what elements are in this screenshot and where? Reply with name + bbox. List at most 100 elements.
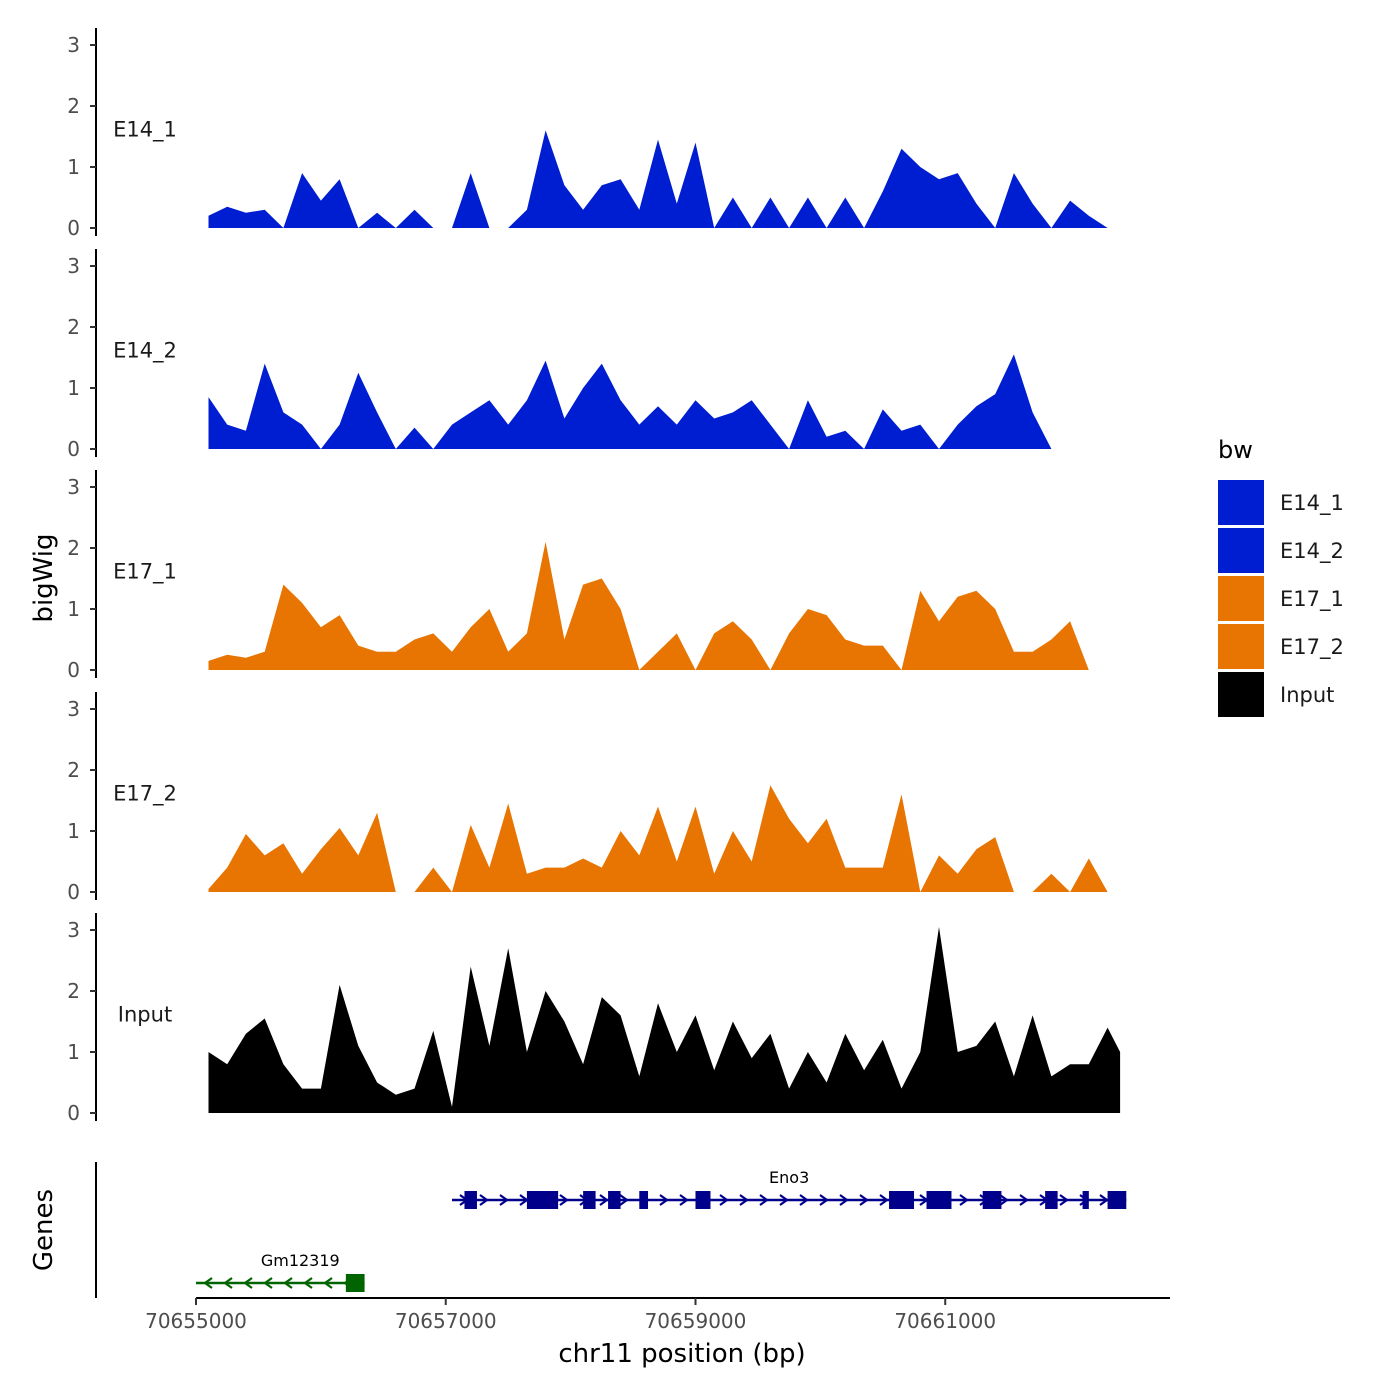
track-label: E17_1 <box>113 560 177 585</box>
legend-item-input: Input <box>1218 672 1334 717</box>
legend-label: Input <box>1280 683 1334 707</box>
legend-label: E14_1 <box>1280 491 1344 516</box>
signal-area-input <box>208 927 1121 1113</box>
y-tick-label: 1 <box>67 376 80 400</box>
signal-area-e14-2 <box>208 354 1121 449</box>
y-tick-label: 2 <box>67 315 80 339</box>
legend-swatch <box>1218 576 1264 621</box>
exon <box>1082 1191 1089 1209</box>
y-tick-label: 0 <box>67 216 80 240</box>
y-tick-label: 1 <box>67 155 80 179</box>
track-label: E14_2 <box>113 339 177 364</box>
strand-arrow <box>959 1194 969 1206</box>
strand-arrow <box>599 1194 609 1206</box>
exon <box>464 1191 477 1209</box>
legend-item-e17-2: E17_2 <box>1218 624 1344 669</box>
exon <box>926 1191 952 1209</box>
track-e14-2: 0 1 2 3 E14_2 <box>67 249 1121 461</box>
y-tick-label: 2 <box>67 94 80 118</box>
legend-item-e17-1: E17_1 <box>1218 576 1344 621</box>
y-tick-label: 3 <box>67 475 80 499</box>
strand-arrow <box>859 1194 869 1206</box>
strand-arrow <box>1059 1194 1069 1206</box>
track-e14-1: 0 1 2 3 E14_1 <box>67 28 1121 240</box>
strand-arrow <box>499 1194 509 1206</box>
strand-arrow <box>719 1194 729 1206</box>
x-tick-label: 70657000 <box>395 1309 497 1333</box>
exon <box>1045 1191 1058 1209</box>
strand-arrow <box>303 1277 313 1289</box>
y-tick-label: 1 <box>67 597 80 621</box>
strand-arrow <box>879 1194 889 1206</box>
y-tick-label: 2 <box>67 979 80 1003</box>
gene-models: Gm12319 Eno3 <box>196 1168 1127 1292</box>
exon <box>608 1191 621 1209</box>
legend-item-e14-2: E14_2 <box>1218 528 1344 573</box>
signal-area-e17-2 <box>208 785 1121 892</box>
y-tick-label: 3 <box>67 697 80 721</box>
strand-arrow <box>739 1194 749 1206</box>
gene-label: Eno3 <box>769 1168 809 1187</box>
x-tick-label: 70655000 <box>145 1309 247 1333</box>
exon <box>345 1274 365 1292</box>
exon <box>1107 1191 1127 1209</box>
strand-arrow <box>223 1277 233 1289</box>
y-tick-label: 3 <box>67 918 80 942</box>
strand-arrow <box>679 1194 689 1206</box>
track-input: 0 1 2 3 Input <box>67 913 1121 1125</box>
legend-title: bw <box>1218 436 1253 464</box>
legend-label: E17_1 <box>1280 587 1344 612</box>
y-tick-label: 3 <box>67 254 80 278</box>
strand-arrow <box>759 1194 769 1206</box>
gene-label: Gm12319 <box>261 1251 340 1270</box>
y-tick-label: 0 <box>67 437 80 461</box>
exon <box>639 1191 649 1209</box>
exon <box>982 1191 1002 1209</box>
strand-arrow <box>779 1194 789 1206</box>
track-label: E17_2 <box>113 782 177 807</box>
track-label: Input <box>118 1003 172 1027</box>
signal-area-e17-1 <box>208 541 1121 670</box>
y-tick-label: 2 <box>67 536 80 560</box>
y-tick-label: 0 <box>67 880 80 904</box>
exon <box>889 1191 915 1209</box>
y-tick-label: 3 <box>67 33 80 57</box>
strand-arrow <box>819 1194 829 1206</box>
x-axis-title: chr11 position (bp) <box>558 1339 805 1369</box>
strand-arrow <box>203 1277 213 1289</box>
signal-tracks: 0 1 2 3 E14_1 0 1 2 3 E14_2 0 1 2 3 E17_1 0 1 2 3 E17_2 0 1 2 3… <box>67 28 1121 1125</box>
strand-arrow <box>243 1277 253 1289</box>
strand-arrow <box>323 1277 333 1289</box>
exon <box>695 1191 711 1209</box>
legend-swatch <box>1218 528 1264 573</box>
genes-panel: Genes Gm12319 Eno3 <box>29 1162 1127 1298</box>
legend-item-e14-1: E14_1 <box>1218 480 1344 525</box>
strand-arrow <box>1019 1194 1029 1206</box>
y-tick-label: 1 <box>67 1040 80 1064</box>
y-tick-label: 0 <box>67 658 80 682</box>
exon <box>526 1191 559 1209</box>
strand-arrow <box>839 1194 849 1206</box>
legend-label: E17_2 <box>1280 635 1344 660</box>
strand-arrow <box>283 1277 293 1289</box>
track-label: E14_1 <box>113 118 177 143</box>
strand-arrow <box>263 1277 273 1289</box>
legend-items: E14_1 E14_2 E17_1 E17_2 Input <box>1218 480 1344 717</box>
legend-swatch <box>1218 624 1264 669</box>
y-tick-label: 0 <box>67 1101 80 1125</box>
strand-arrow <box>619 1194 629 1206</box>
y-tick-label: 2 <box>67 758 80 782</box>
y-tick-label: 1 <box>67 819 80 843</box>
strand-arrow <box>479 1194 489 1206</box>
x-tick-label: 70659000 <box>645 1309 747 1333</box>
x-ticks: 70655000 70657000 70659000 70661000 <box>145 1298 996 1333</box>
strand-arrow <box>559 1194 569 1206</box>
genes-axis-title: Genes <box>29 1189 59 1271</box>
exon <box>583 1191 596 1209</box>
strand-arrow <box>659 1194 669 1206</box>
strand-arrow <box>999 1194 1009 1206</box>
legend: bw E14_1 E14_2 E17_1 E17_2 Input <box>1218 436 1344 717</box>
track-e17-2: 0 1 2 3 E17_2 <box>67 692 1121 904</box>
y-axis-title: bigWig <box>29 533 59 622</box>
strand-arrow <box>1099 1194 1109 1206</box>
